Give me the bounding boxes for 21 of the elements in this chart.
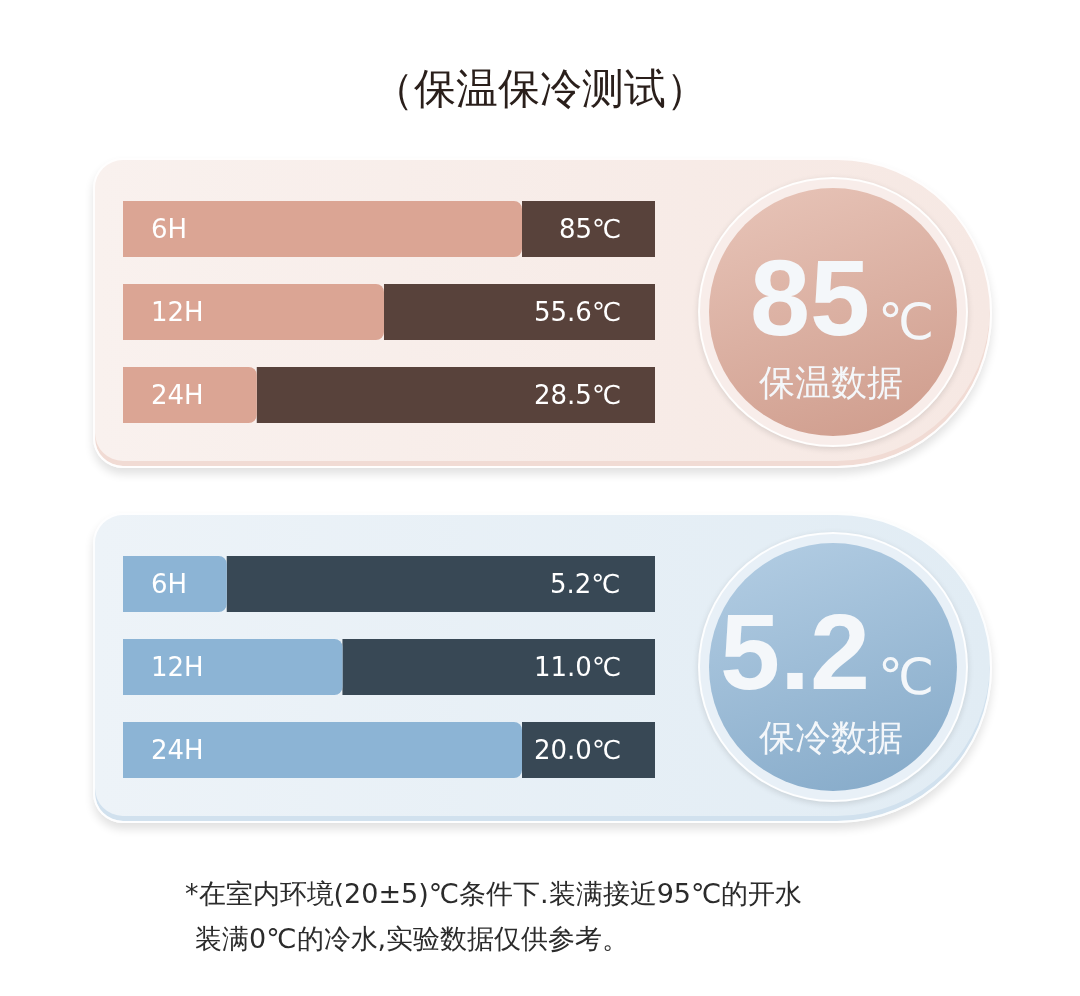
data-label: 55.6℃ [534,297,622,327]
text: ℃ [878,293,935,351]
data-label: 20.0℃ [534,735,622,765]
y-tick-label: 6H [151,569,188,600]
text: 保温数据 [759,362,903,403]
text: ℃ [878,648,935,706]
text: *在室内环境(20±5)℃条件下.装满接近95℃的开水 [185,878,803,909]
text: 5.2 [720,591,871,712]
text: 保冷数据 [759,717,903,758]
y-tick-label: 12H [151,297,204,328]
chart-title: （保温保冷测试） [372,63,708,113]
data-label: 5.2℃ [550,569,621,599]
y-tick-label: 6H [151,214,188,245]
y-tick-label: 24H [151,380,204,411]
data-label: 85℃ [559,214,622,244]
text: 85 [750,237,871,358]
data-label: 11.0℃ [534,652,622,682]
text: 装满0℃的冷水,实验数据仅供参考。 [195,923,630,954]
y-tick-label: 12H [151,652,204,683]
y-tick-label: 24H [151,735,204,766]
data-label: 28.5℃ [534,380,622,410]
